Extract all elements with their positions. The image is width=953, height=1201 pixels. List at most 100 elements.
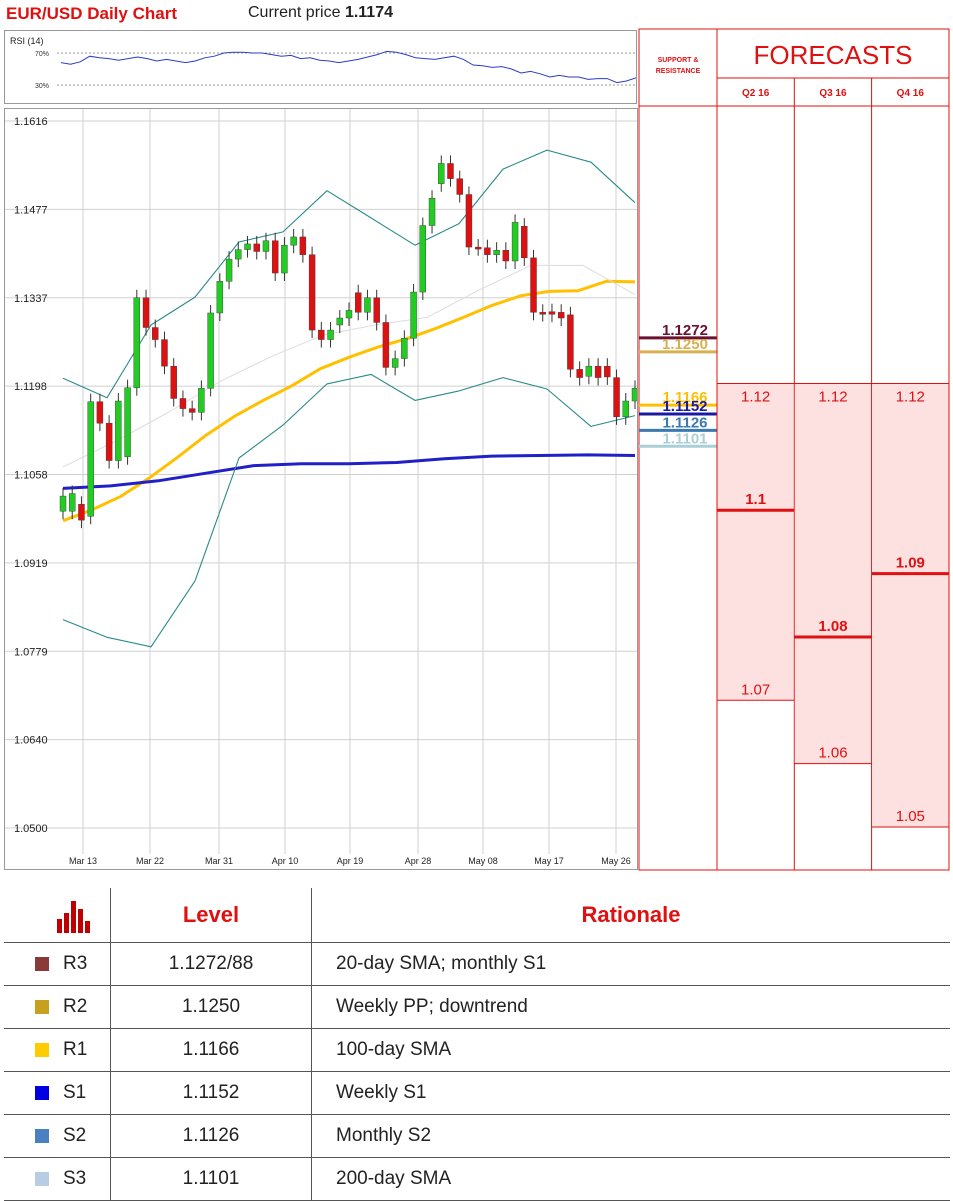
- sr-level-value: 1.1101: [662, 430, 707, 447]
- level-color-swatch: [35, 1171, 49, 1186]
- y-tick-label: 1.1337: [14, 293, 48, 305]
- candle: [142, 297, 150, 328]
- level-name: R2: [63, 996, 88, 1017]
- forecast-range: [794, 383, 872, 764]
- level-rationale: 20-day SMA; monthly S1: [311, 942, 950, 986]
- candle: [69, 493, 76, 512]
- candle: [419, 225, 427, 293]
- level-name: S3: [63, 1168, 87, 1189]
- candle: [539, 312, 546, 315]
- candle: [170, 365, 177, 399]
- table-row: R2 1.1250 Weekly PP; downtrend: [4, 985, 950, 1029]
- candle: [336, 317, 343, 326]
- y-tick-label: 1.1198: [14, 381, 47, 393]
- x-tick-label: Mar 22: [136, 856, 164, 866]
- forecast-mid: 1.09: [896, 555, 925, 572]
- sr-column: [638, 28, 718, 871]
- candle: [124, 387, 131, 457]
- x-tick-label: Mar 13: [69, 856, 97, 866]
- rsi-line: [60, 50, 637, 84]
- level-name-cell: R3: [4, 942, 111, 986]
- candle: [456, 178, 463, 195]
- candle: [631, 388, 639, 402]
- table-row: S2 1.1126 Monthly S2: [4, 1114, 950, 1158]
- candle: [484, 247, 491, 255]
- price-chart: 1.1616 1.1477 1.1337 1.1198 1.1058 1.0919 1.07…: [4, 108, 639, 870]
- candle: [548, 311, 556, 315]
- candle: [438, 163, 445, 184]
- level-value: 1.1126: [110, 1114, 312, 1158]
- sr-level-value: 1.1126: [662, 414, 707, 431]
- x-tick-label: May 26: [601, 856, 631, 866]
- y-tick-label: 1.1616: [14, 116, 48, 128]
- bollinger-mid-line: [62, 264, 636, 468]
- candle: [428, 198, 436, 226]
- forecast-low: 1.05: [896, 808, 925, 825]
- candle: [253, 243, 260, 252]
- y-tick-label: 1.1477: [14, 204, 48, 216]
- y-tick-label: 1.0779: [14, 646, 48, 658]
- candle: [567, 314, 574, 370]
- sma-line: [62, 453, 636, 490]
- level-color-swatch: [35, 1042, 49, 1057]
- header-level: Level: [110, 888, 312, 943]
- candle: [521, 225, 528, 259]
- candle: [225, 258, 233, 282]
- level-value: 1.1166: [110, 1028, 312, 1072]
- candle: [493, 250, 500, 255]
- level-rationale: 100-day SMA: [311, 1028, 950, 1072]
- candle: [87, 401, 94, 517]
- forecast-high: 1.12: [896, 389, 925, 406]
- level-color-swatch: [35, 1128, 49, 1143]
- level-value: 1.1272/88: [110, 942, 312, 986]
- candle: [401, 338, 408, 359]
- forecast-low: 1.06: [818, 745, 847, 762]
- candle: [585, 365, 593, 377]
- sma-line: [62, 279, 636, 523]
- x-tick-label: Mar 31: [205, 856, 233, 866]
- rsi-chart: RSI (14) 70% 30%: [10, 36, 637, 90]
- level-name-cell: S3: [4, 1157, 111, 1201]
- forecast-low: 1.07: [741, 681, 770, 698]
- candle: [447, 163, 454, 179]
- support-resistance-forecast-panel: SUPPORT &RESISTANCE1.12721.12501.11661.1…: [638, 28, 950, 871]
- price-value: 1.1174: [344, 4, 393, 21]
- candle: [115, 400, 122, 461]
- candle: [474, 246, 482, 250]
- candle: [613, 377, 620, 418]
- sr-header: RESISTANCE: [656, 68, 701, 75]
- level-color-swatch: [35, 956, 49, 971]
- candle: [364, 297, 371, 313]
- table-icon-cell: [4, 888, 111, 943]
- candle: [188, 408, 196, 413]
- forecast-quarter: Q2 16: [742, 88, 770, 99]
- level-name: S1: [63, 1082, 87, 1103]
- forecast-range: [872, 383, 949, 827]
- forecast-high: 1.12: [818, 389, 847, 406]
- candle: [557, 312, 565, 319]
- y-tick-label: 1.1058: [14, 470, 48, 482]
- table-row: S1 1.1152 Weekly S1: [4, 1071, 950, 1115]
- level-name: R3: [63, 953, 88, 974]
- forecast-quarter: Q4 16: [897, 88, 925, 99]
- x-tick-label: Apr 10: [272, 856, 299, 866]
- level-rationale: Weekly PP; downtrend: [311, 985, 950, 1029]
- forecast-mid: 1.08: [818, 618, 847, 635]
- candle: [78, 504, 85, 521]
- price-chart-svg: 1.1616 1.1477 1.1337 1.1198 1.1058 1.0919 1.07…: [5, 109, 639, 866]
- candle: [345, 310, 353, 319]
- table-row: S3 1.1101 200-day SMA: [4, 1157, 950, 1201]
- candle: [262, 240, 270, 252]
- forecast-quarter: Q3 16: [819, 88, 847, 99]
- bar-chart-icon: [57, 901, 90, 933]
- sr-level-value: 1.1152: [662, 398, 707, 415]
- x-tick-label: May 08: [468, 856, 498, 866]
- level-rationale: 200-day SMA: [311, 1157, 950, 1201]
- forecast-range: [717, 383, 794, 701]
- price-label: Current price: [248, 4, 341, 21]
- forecast-box: [716, 28, 950, 871]
- y-tick-label: 1.0640: [14, 735, 48, 747]
- candle: [604, 365, 611, 378]
- bollinger-upper-line: [62, 149, 636, 399]
- level-name-cell: R2: [4, 985, 111, 1029]
